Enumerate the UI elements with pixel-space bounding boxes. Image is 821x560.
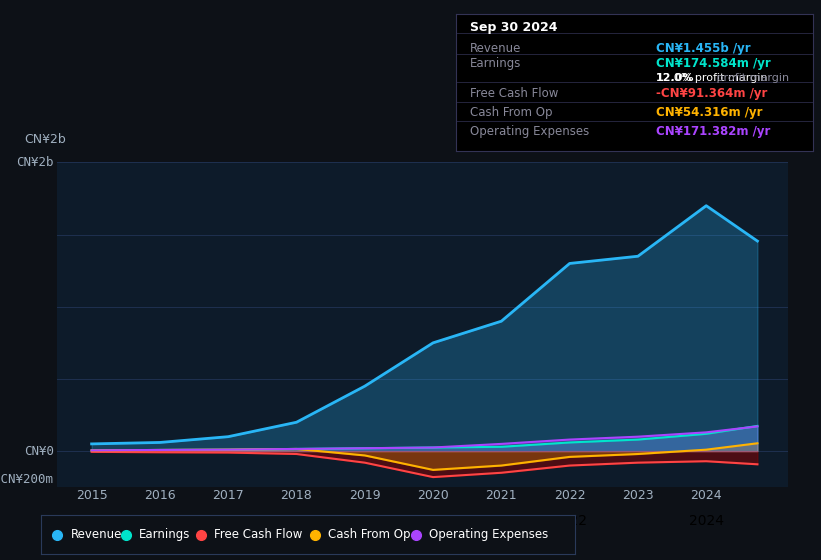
Text: Cash From Op: Cash From Op [328,528,410,542]
Text: profit margin: profit margin [713,73,789,83]
Text: 2024: 2024 [690,489,722,502]
Text: 12.0%: 12.0% [656,73,694,83]
Text: -CN¥91.364m /yr: -CN¥91.364m /yr [656,87,767,100]
Text: 2016: 2016 [144,489,176,502]
Text: CN¥2b: CN¥2b [16,156,54,169]
Text: CN¥54.316m /yr: CN¥54.316m /yr [656,106,762,119]
Text: Revenue: Revenue [470,42,521,55]
Text: Free Cash Flow: Free Cash Flow [214,528,303,542]
Text: Earnings: Earnings [470,57,521,70]
Text: CN¥1.455b /yr: CN¥1.455b /yr [656,42,750,55]
Text: CN¥174.584m /yr: CN¥174.584m /yr [656,57,770,70]
Text: -CN¥200m: -CN¥200m [0,474,54,487]
Text: 2022: 2022 [554,489,585,502]
Text: 12.0% profit margin: 12.0% profit margin [656,73,767,83]
Text: 2018: 2018 [281,489,312,502]
Text: Operating Expenses: Operating Expenses [470,125,589,138]
Text: 2019: 2019 [349,489,381,502]
Text: 2015: 2015 [76,489,108,502]
Text: CN¥171.382m /yr: CN¥171.382m /yr [656,125,770,138]
Text: Revenue: Revenue [71,528,122,542]
Text: Sep 30 2024: Sep 30 2024 [470,21,557,34]
Text: CN¥0: CN¥0 [24,445,54,458]
Text: 2017: 2017 [213,489,244,502]
Text: 2023: 2023 [622,489,654,502]
Text: Earnings: Earnings [140,528,190,542]
Text: 2021: 2021 [485,489,517,502]
Text: 2020: 2020 [417,489,449,502]
Text: Free Cash Flow: Free Cash Flow [470,87,558,100]
Text: CN¥2b: CN¥2b [25,133,67,146]
Text: Operating Expenses: Operating Expenses [429,528,548,542]
Text: Cash From Op: Cash From Op [470,106,553,119]
